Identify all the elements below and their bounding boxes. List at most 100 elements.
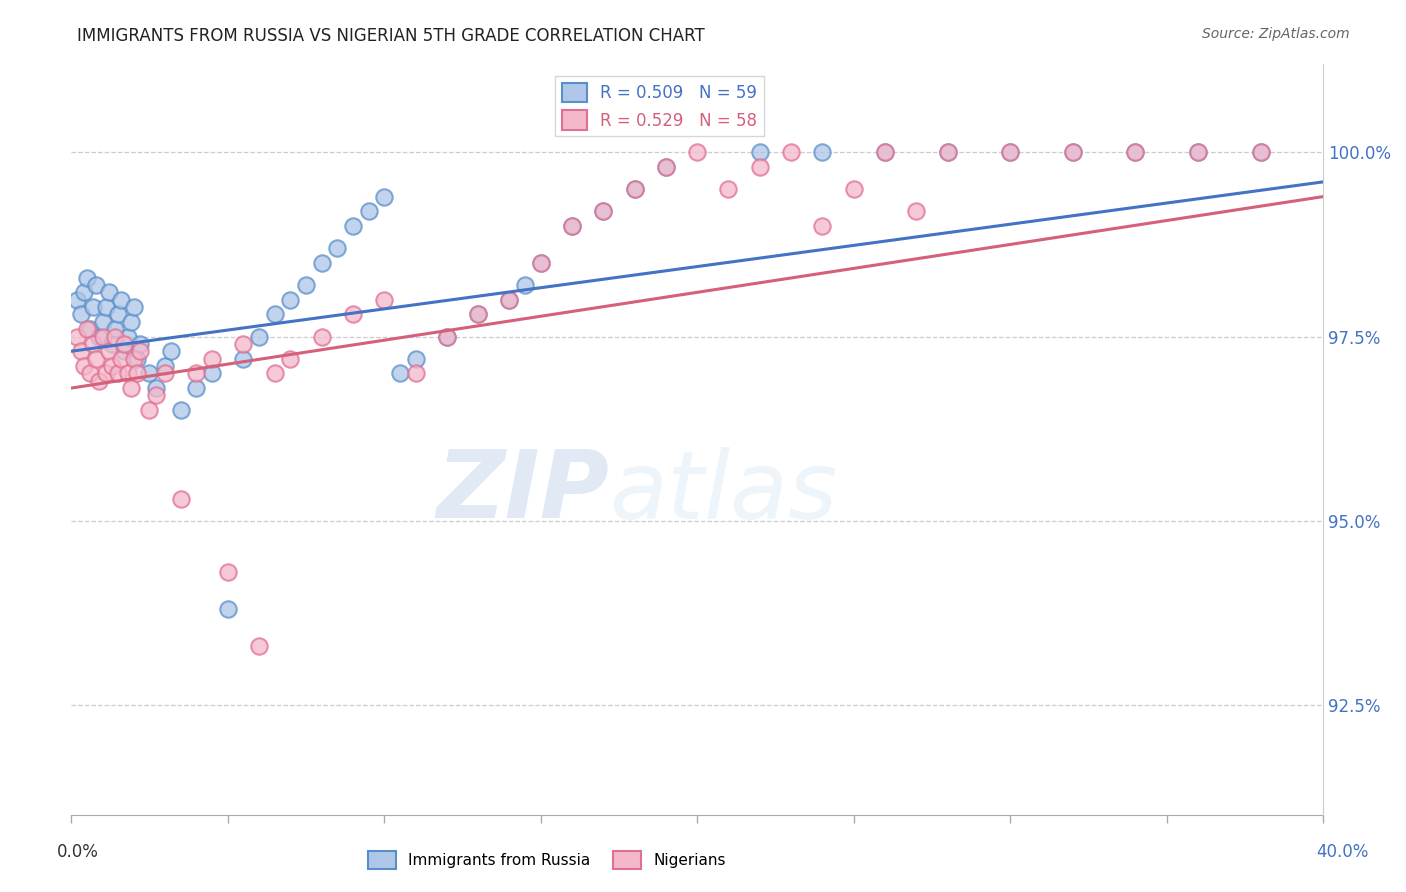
Point bbox=[247, 329, 270, 343]
Point bbox=[357, 204, 380, 219]
Legend: R = 0.509   N = 59, R = 0.529   N = 58: R = 0.509 N = 59, R = 0.529 N = 58 bbox=[555, 76, 763, 136]
Point bbox=[405, 367, 427, 381]
Point bbox=[263, 367, 285, 381]
Point bbox=[295, 277, 318, 292]
Point bbox=[811, 219, 834, 233]
Point bbox=[513, 277, 536, 292]
Point bbox=[170, 403, 193, 417]
Point bbox=[91, 315, 114, 329]
Point bbox=[201, 351, 224, 366]
Point bbox=[623, 182, 645, 196]
Point bbox=[153, 367, 176, 381]
Point bbox=[498, 293, 520, 307]
Point bbox=[592, 204, 614, 219]
Point bbox=[811, 145, 834, 160]
Point bbox=[436, 329, 458, 343]
Point bbox=[107, 367, 129, 381]
Point bbox=[170, 491, 193, 506]
Point bbox=[373, 189, 395, 203]
Point bbox=[217, 565, 239, 579]
Point bbox=[84, 351, 107, 366]
Point bbox=[623, 182, 645, 196]
Point bbox=[89, 374, 111, 388]
Point bbox=[530, 256, 553, 270]
Point bbox=[311, 329, 333, 343]
Point bbox=[145, 381, 167, 395]
Point bbox=[69, 344, 91, 359]
Point bbox=[998, 145, 1021, 160]
Point bbox=[561, 219, 583, 233]
Point bbox=[1125, 145, 1147, 160]
Point bbox=[748, 145, 770, 160]
Point bbox=[138, 403, 160, 417]
Point bbox=[73, 359, 96, 373]
Point bbox=[122, 300, 145, 314]
Point bbox=[936, 145, 959, 160]
Point bbox=[125, 367, 148, 381]
Point bbox=[73, 285, 96, 300]
Point bbox=[101, 359, 124, 373]
Text: Source: ZipAtlas.com: Source: ZipAtlas.com bbox=[1202, 27, 1350, 41]
Point bbox=[76, 270, 98, 285]
Point bbox=[936, 145, 959, 160]
Point bbox=[107, 307, 129, 321]
Point bbox=[1062, 145, 1084, 160]
Point bbox=[278, 293, 301, 307]
Point bbox=[686, 145, 709, 160]
Point bbox=[76, 322, 98, 336]
Point bbox=[873, 145, 896, 160]
Point bbox=[467, 307, 489, 321]
Point bbox=[1062, 145, 1084, 160]
Point bbox=[186, 367, 208, 381]
Text: 40.0%: 40.0% bbox=[1316, 843, 1369, 861]
Point bbox=[530, 256, 553, 270]
Point bbox=[125, 351, 148, 366]
Point bbox=[780, 145, 803, 160]
Text: ZIP: ZIP bbox=[437, 446, 610, 538]
Point bbox=[110, 351, 132, 366]
Point bbox=[153, 359, 176, 373]
Point bbox=[655, 160, 678, 174]
Point bbox=[232, 351, 254, 366]
Point bbox=[97, 344, 120, 359]
Point bbox=[69, 307, 91, 321]
Point bbox=[114, 344, 136, 359]
Point bbox=[120, 315, 142, 329]
Point bbox=[201, 367, 224, 381]
Point bbox=[905, 204, 928, 219]
Point bbox=[436, 329, 458, 343]
Point bbox=[79, 367, 101, 381]
Point bbox=[1250, 145, 1272, 160]
Point bbox=[129, 344, 152, 359]
Point bbox=[101, 337, 124, 351]
Point bbox=[247, 639, 270, 653]
Point bbox=[97, 285, 120, 300]
Point bbox=[1250, 145, 1272, 160]
Point bbox=[104, 329, 127, 343]
Point bbox=[278, 351, 301, 366]
Point bbox=[842, 182, 865, 196]
Point bbox=[114, 337, 136, 351]
Point bbox=[342, 219, 364, 233]
Point bbox=[748, 160, 770, 174]
Text: IMMIGRANTS FROM RUSSIA VS NIGERIAN 5TH GRADE CORRELATION CHART: IMMIGRANTS FROM RUSSIA VS NIGERIAN 5TH G… bbox=[77, 27, 704, 45]
Point bbox=[873, 145, 896, 160]
Point bbox=[1187, 145, 1209, 160]
Point bbox=[186, 381, 208, 395]
Point bbox=[561, 219, 583, 233]
Point bbox=[592, 204, 614, 219]
Point bbox=[104, 322, 127, 336]
Point bbox=[160, 344, 183, 359]
Point bbox=[66, 329, 89, 343]
Point bbox=[84, 277, 107, 292]
Point bbox=[311, 256, 333, 270]
Point bbox=[498, 293, 520, 307]
Point bbox=[388, 367, 411, 381]
Point bbox=[91, 329, 114, 343]
Point bbox=[66, 293, 89, 307]
Point bbox=[373, 293, 395, 307]
Point bbox=[655, 160, 678, 174]
Point bbox=[120, 381, 142, 395]
Point bbox=[467, 307, 489, 321]
Point bbox=[998, 145, 1021, 160]
